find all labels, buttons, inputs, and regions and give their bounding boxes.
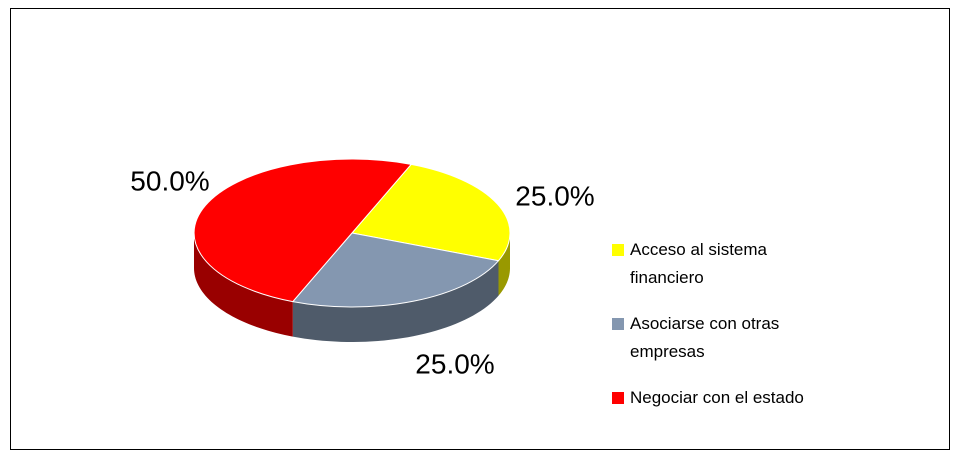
data-label: 50.0% bbox=[130, 165, 209, 196]
legend-label: Negociar con el estado bbox=[630, 388, 804, 407]
legend: Acceso al sistema financiero Asociarse co… bbox=[612, 236, 852, 430]
legend-item: Negociar con el estado bbox=[612, 384, 852, 412]
data-label: 25.0% bbox=[515, 180, 594, 211]
legend-item: Asociarse con otras empresas bbox=[612, 310, 852, 366]
legend-label: Asociarse con otras empresas bbox=[630, 314, 780, 361]
pie-slice bbox=[193, 158, 413, 303]
legend-swatch bbox=[612, 244, 624, 256]
legend-swatch bbox=[612, 318, 624, 330]
pie-side bbox=[292, 260, 499, 342]
pie-slice bbox=[291, 232, 500, 308]
legend-swatch bbox=[612, 392, 624, 404]
pie-slice bbox=[351, 163, 511, 262]
pie-side bbox=[194, 233, 293, 337]
pie-side bbox=[498, 233, 510, 296]
legend-item: Acceso al sistema financiero bbox=[612, 236, 852, 292]
legend-label: Acceso al sistema financiero bbox=[630, 240, 767, 287]
data-label: 25.0% bbox=[415, 348, 494, 379]
